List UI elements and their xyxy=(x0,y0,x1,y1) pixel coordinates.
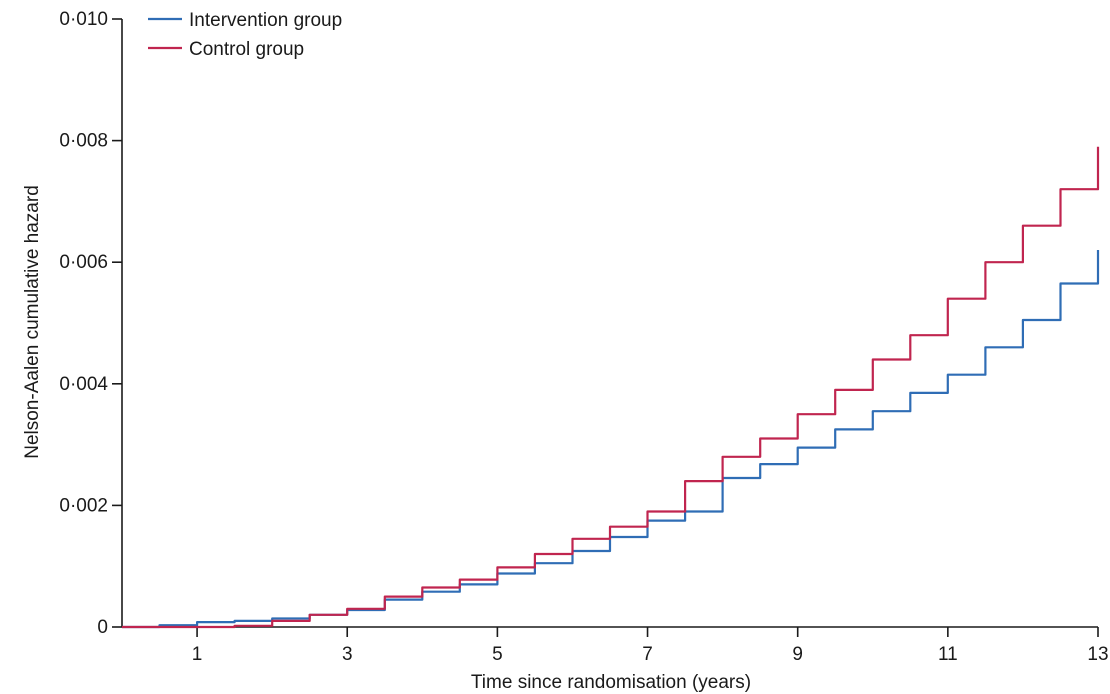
x-tick-label: 7 xyxy=(642,644,653,665)
y-tick-label: 0·008 xyxy=(59,131,108,152)
y-axis-title: Nelson-Aalen cumulative hazard xyxy=(22,185,43,459)
x-tick-label: 13 xyxy=(1087,644,1108,665)
legend-label-intervention-group: Intervention group xyxy=(189,10,342,31)
y-tick-label: 0·004 xyxy=(59,374,108,395)
series-line-intervention-group xyxy=(122,250,1100,629)
x-tick-label: 3 xyxy=(342,644,353,665)
series-layer xyxy=(122,146,1100,629)
y-tick-label: 0·002 xyxy=(59,495,108,516)
y-tick-label: 0·006 xyxy=(59,252,108,273)
x-axis-ticks: 1 3 5 7 9 11 13 xyxy=(192,627,1109,665)
x-tick-label: 11 xyxy=(938,644,958,665)
x-axis-title: Time since randomisation (years) xyxy=(471,672,751,693)
y-tick-label: 0·010 xyxy=(59,9,108,30)
x-tick-label: 1 xyxy=(192,644,203,665)
legend: Intervention group Control group xyxy=(148,10,342,60)
x-tick-label: 5 xyxy=(492,644,503,665)
legend-label-control-group: Control group xyxy=(189,39,304,60)
axes xyxy=(121,19,1098,628)
series-line-control-group xyxy=(122,146,1100,629)
y-axis-ticks: 0 0·002 0·004 0·006 0·008 0·010 xyxy=(59,9,122,638)
y-tick-label: 0 xyxy=(97,617,108,638)
x-tick-label: 9 xyxy=(792,644,803,665)
